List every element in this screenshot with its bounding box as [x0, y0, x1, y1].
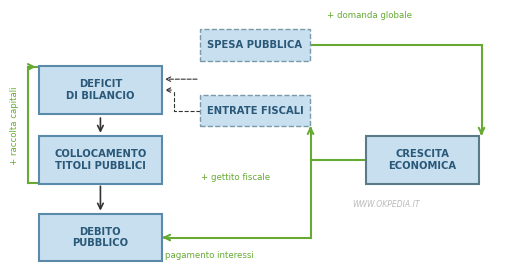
FancyBboxPatch shape	[39, 66, 162, 114]
FancyBboxPatch shape	[200, 95, 310, 126]
FancyBboxPatch shape	[39, 136, 162, 183]
Text: COLLOCAMENTO
TITOLI PUBBLICI: COLLOCAMENTO TITOLI PUBBLICI	[54, 149, 147, 171]
Text: DEFICIT
DI BILANCIO: DEFICIT DI BILANCIO	[66, 79, 135, 101]
FancyBboxPatch shape	[39, 213, 162, 262]
Text: + raccolta capitali: + raccolta capitali	[10, 86, 19, 165]
Text: CRESCITA
ECONOMICA: CRESCITA ECONOMICA	[388, 149, 456, 171]
Text: + gettito fiscale: + gettito fiscale	[201, 173, 270, 182]
Text: WWW.OKPEDIA.IT: WWW.OKPEDIA.IT	[352, 200, 420, 209]
Text: pagamento interessi: pagamento interessi	[165, 251, 253, 260]
Text: + domanda globale: + domanda globale	[327, 11, 412, 19]
Text: SPESA PUBBLICA: SPESA PUBBLICA	[208, 40, 302, 50]
FancyBboxPatch shape	[200, 29, 310, 61]
Text: ENTRATE FISCALI: ENTRATE FISCALI	[207, 106, 303, 115]
FancyBboxPatch shape	[366, 136, 479, 183]
Text: DEBITO
PUBBLICO: DEBITO PUBBLICO	[73, 227, 128, 248]
